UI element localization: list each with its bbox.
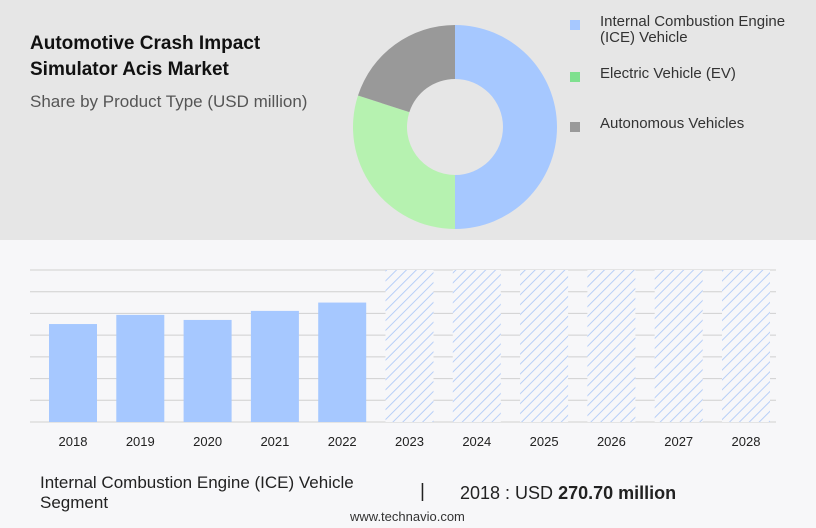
donut-slice-1 — [352, 95, 455, 229]
bar-chart: 2018 2019 2020 2021 2022 2023 2024 2025 2026 2027… — [30, 269, 776, 449]
legend-label-ice: Internal Combustion Engine (ICE) Vehicle — [600, 13, 786, 46]
x-tick-label: 2023 — [395, 434, 424, 449]
forecast-bar-2023 — [385, 270, 434, 422]
forecast-bar-2026 — [587, 270, 636, 422]
x-tick-label: 2021 — [260, 434, 289, 449]
bar-2020 — [183, 319, 232, 422]
donut-slice-2 — [357, 25, 455, 113]
forecast-bar-2027 — [654, 270, 703, 422]
legend-label-autonomous: Autonomous Vehicles — [600, 115, 745, 132]
footer-separator: | — [420, 481, 425, 502]
x-tick-label: 2024 — [462, 434, 491, 449]
chart-title: Automotive Crash Impact Simulator Acis M… — [30, 33, 261, 80]
donut-chart — [352, 25, 557, 229]
bar-2022 — [318, 302, 367, 422]
forecast-bar-2028 — [722, 270, 770, 422]
forecast-bar-2024 — [452, 270, 501, 422]
x-tick-label: 2018 — [59, 434, 88, 449]
footer-segment-label: Internal Combustion Engine (ICE) Vehicle… — [40, 473, 354, 512]
bar-2021 — [250, 310, 299, 422]
bar-2018 — [49, 324, 97, 422]
footer-value-amount: 270.70 million — [558, 483, 677, 503]
chart-subtitle: Share by Product Type (USD million) — [30, 92, 308, 111]
x-tick-label: 2020 — [193, 434, 222, 449]
donut-slice-0 — [455, 25, 557, 229]
bar-2019 — [116, 314, 165, 422]
legend-swatch-ev — [570, 72, 580, 82]
footer-year-label: 2018 : USD — [460, 483, 554, 503]
watermark: www.technavio.com — [350, 509, 465, 524]
x-tick-label: 2026 — [597, 434, 626, 449]
footer-value: 2018 : USD 270.70 million — [460, 483, 676, 504]
x-tick-label: 2027 — [664, 434, 693, 449]
forecast-bar-2025 — [520, 270, 569, 422]
x-tick-label: 2028 — [732, 434, 761, 449]
legend-swatch-ice — [570, 20, 580, 30]
x-tick-label: 2022 — [328, 434, 357, 449]
x-tick-label: 2019 — [126, 434, 155, 449]
legend-swatch-autonomous — [570, 122, 580, 132]
x-tick-label: 2025 — [530, 434, 559, 449]
legend-label-ev: Electric Vehicle (EV) — [600, 65, 736, 82]
